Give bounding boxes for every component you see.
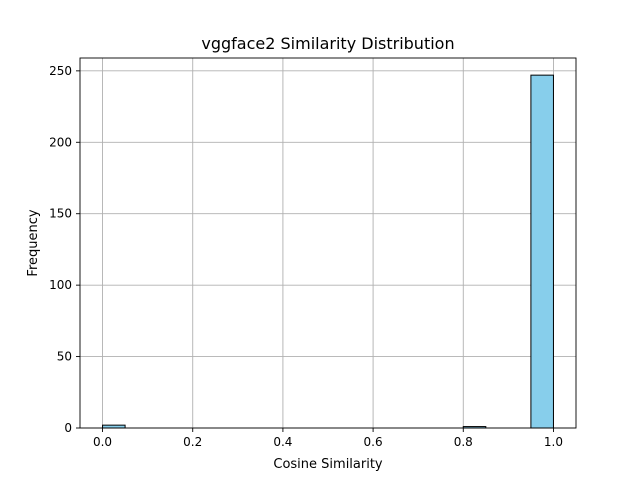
x-axis-label: Cosine Similarity: [273, 457, 383, 472]
x-tick-label: 0.4: [273, 435, 292, 449]
y-tick-label: 250: [49, 64, 72, 78]
x-tick-label: 1.0: [544, 435, 563, 449]
x-axis-ticks: 0.0 0.2 0.4 0.6 0.8 1.0: [93, 428, 563, 449]
y-axis-ticks: 0 50 100 150 200 250: [49, 64, 80, 435]
y-axis-label: Frequency: [26, 209, 41, 276]
grid-lines: [80, 58, 576, 429]
y-tick-label: 150: [49, 207, 72, 221]
x-tick-label: 0.8: [454, 435, 473, 449]
y-tick-label: 200: [49, 135, 72, 149]
y-tick-label: 100: [49, 278, 72, 292]
x-tick-label: 0.0: [93, 435, 112, 449]
x-tick-label: 0.2: [183, 435, 202, 449]
axes-frame: [79, 57, 577, 429]
y-tick-label: 0: [64, 421, 72, 435]
chart-title: vggface2 Similarity Distribution: [201, 34, 454, 53]
x-tick-label: 0.6: [364, 435, 383, 449]
y-tick-label: 50: [57, 350, 72, 364]
histogram-bar: [530, 74, 554, 429]
